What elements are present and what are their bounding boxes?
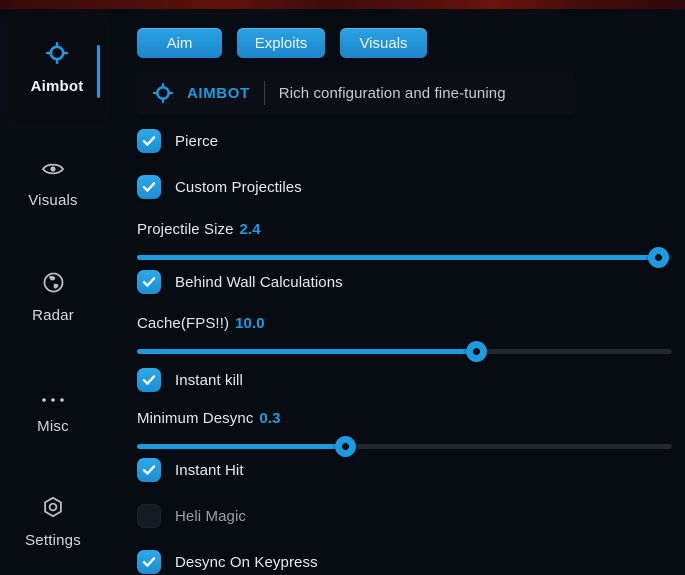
eye-icon bbox=[41, 160, 65, 183]
crosshair-icon bbox=[153, 83, 173, 103]
checkbox-checked[interactable] bbox=[137, 129, 161, 153]
checkbox-checked[interactable] bbox=[137, 368, 161, 392]
slider-track[interactable] bbox=[137, 444, 672, 449]
main-content: Aim Exploits Visuals AIMBOT Rich configu… bbox=[137, 0, 672, 575]
slider-value: 0.3 bbox=[259, 410, 281, 427]
slider-label-cache: Cache(FPS!!) 10.0 bbox=[137, 315, 265, 332]
toggle-instant-kill[interactable]: Instant kill bbox=[137, 368, 243, 392]
tab-visuals[interactable]: Visuals bbox=[340, 28, 427, 58]
header-divider bbox=[263, 81, 265, 105]
sidebar-item-radar[interactable]: Radar bbox=[0, 272, 106, 324]
slider-name: Minimum Desync bbox=[137, 410, 254, 427]
section-title: AIMBOT bbox=[187, 84, 250, 102]
globe-icon bbox=[43, 272, 64, 298]
toggle-pierce[interactable]: Pierce bbox=[137, 129, 218, 153]
toggle-behind-wall[interactable]: Behind Wall Calculations bbox=[137, 270, 343, 294]
toggle-label: Heli Magic bbox=[175, 507, 247, 525]
toggle-label: Instant Hit bbox=[175, 461, 244, 479]
section-header: AIMBOT Rich configuration and fine-tunin… bbox=[137, 72, 575, 114]
checkbox-checked[interactable] bbox=[137, 270, 161, 294]
checkbox-checked[interactable] bbox=[137, 550, 161, 574]
slider-projectile-size[interactable] bbox=[137, 246, 672, 268]
slider-label-minimum-desync: Minimum Desync 0.3 bbox=[137, 410, 281, 427]
checkbox-unchecked[interactable] bbox=[137, 504, 161, 528]
ellipsis-icon bbox=[40, 391, 66, 409]
tab-exploits[interactable]: Exploits bbox=[237, 28, 325, 58]
gear-icon bbox=[42, 496, 64, 523]
section-subtitle: Rich configuration and fine-tuning bbox=[278, 84, 506, 102]
slider-name: Cache(FPS!!) bbox=[137, 315, 230, 332]
toggle-custom-projectiles[interactable]: Custom Projectiles bbox=[137, 175, 302, 199]
checkbox-checked[interactable] bbox=[137, 175, 161, 199]
sidebar-item-label: Misc bbox=[37, 418, 69, 435]
slider-cache[interactable] bbox=[137, 340, 672, 362]
desktop-red-strip bbox=[0, 0, 685, 9]
active-indicator bbox=[97, 45, 100, 98]
slider-minimum-desync[interactable] bbox=[137, 435, 672, 457]
slider-name: Projectile Size bbox=[137, 221, 234, 238]
toggle-label: Custom Projectiles bbox=[175, 178, 302, 196]
toggle-label: Pierce bbox=[175, 132, 219, 150]
slider-fill bbox=[137, 444, 346, 449]
slider-label-projectile-size: Projectile Size 2.4 bbox=[137, 221, 261, 238]
toggle-heli-magic[interactable]: Heli Magic bbox=[137, 504, 246, 528]
toggle-desync-on-keypress[interactable]: Desync On Keypress bbox=[137, 550, 318, 574]
toggle-label: Instant kill bbox=[175, 371, 243, 389]
toggle-label: Desync On Keypress bbox=[175, 553, 318, 571]
slider-fill bbox=[137, 349, 477, 354]
sidebar-item-label: Aimbot bbox=[30, 78, 84, 95]
slider-value: 2.4 bbox=[239, 221, 261, 238]
slider-value: 10.0 bbox=[235, 315, 265, 332]
sidebar-item-settings[interactable]: Settings bbox=[0, 496, 106, 549]
toggle-instant-hit[interactable]: Instant Hit bbox=[137, 458, 244, 482]
sidebar-item-misc[interactable]: Misc bbox=[0, 391, 106, 435]
checkbox-checked[interactable] bbox=[137, 458, 161, 482]
sidebar: Aimbot Visuals Radar bbox=[0, 9, 130, 575]
tab-aim[interactable]: Aim bbox=[137, 28, 222, 58]
toggle-label: Behind Wall Calculations bbox=[175, 273, 343, 291]
slider-knob[interactable] bbox=[466, 341, 488, 362]
slider-knob[interactable] bbox=[335, 436, 357, 457]
sidebar-item-label: Radar bbox=[32, 307, 74, 324]
sidebar-item-label: Settings bbox=[25, 532, 81, 549]
sidebar-item-label: Visuals bbox=[28, 192, 78, 209]
sidebar-item-aimbot[interactable]: Aimbot bbox=[8, 12, 106, 126]
sidebar-item-visuals[interactable]: Visuals bbox=[0, 160, 106, 209]
slider-knob[interactable] bbox=[648, 247, 670, 268]
tab-bar: Aim Exploits Visuals bbox=[137, 28, 427, 58]
slider-fill bbox=[137, 255, 659, 260]
crosshair-icon bbox=[46, 42, 68, 69]
